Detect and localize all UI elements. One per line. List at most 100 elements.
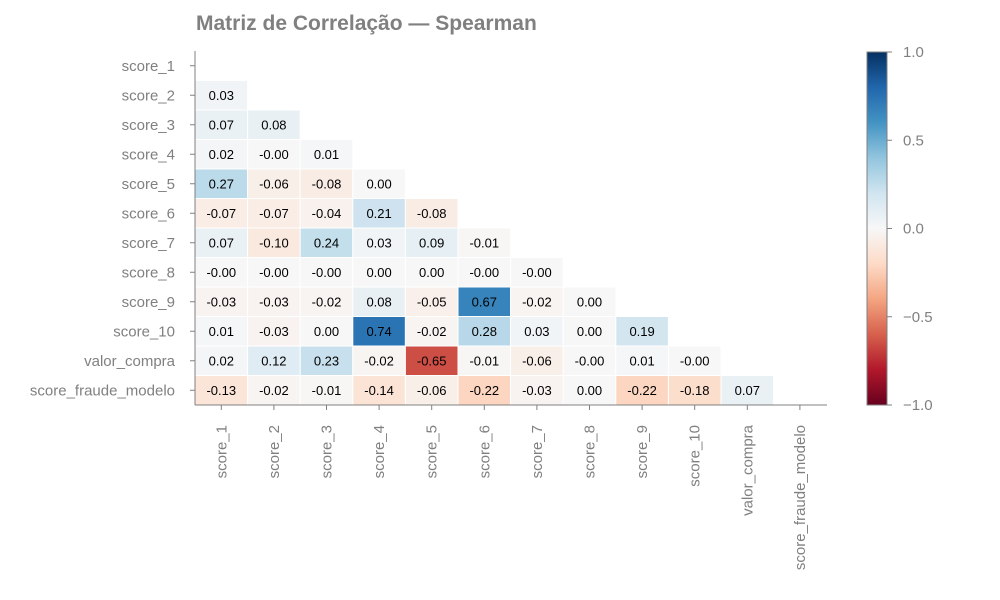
y-tick-label-score_2: score_2 — [122, 87, 175, 104]
y-tick-label-score_6: score_6 — [122, 205, 175, 222]
cell-label-score_fraude_modelo-score_5: -0.06 — [417, 383, 447, 398]
cell-label-score_10-score_3: 0.00 — [314, 324, 339, 339]
heatmap-cell-score_7-score_2 — [247, 227, 301, 258]
cell-label-score_4-score_1: 0.02 — [209, 147, 234, 162]
heatmap-cell-score_fraude_modelo-score_9 — [615, 375, 669, 406]
x-tick-label-score_4: score_4 — [371, 425, 388, 478]
heatmap-cell-score_10-score_9 — [615, 316, 669, 347]
x-axis-ticks: score_1 score_2 score_3 score_4 score_5 score… — [213, 405, 809, 570]
cell-label-score_9-score_3: -0.02 — [312, 294, 342, 309]
heatmap-cell-score_9-score_1 — [194, 286, 249, 317]
y-tick-label-score_fraude_modelo: score_fraude_modelo — [30, 382, 175, 399]
cell-label-valor_compra-score_4: -0.02 — [364, 353, 394, 368]
colorbar-tick-label: 0.0 — [903, 221, 924, 238]
heatmap-cell-score_8-score_2 — [247, 257, 301, 288]
heatmap-cell-score_10-score_4 — [352, 316, 406, 347]
cell-label-score_10-score_1: 0.01 — [209, 324, 234, 339]
cell-label-score_9-score_8: 0.00 — [577, 294, 602, 309]
y-tick-label-score_10: score_10 — [113, 323, 175, 340]
heatmap-cells: 0.03 0.07 0.08 0.02 -0.00 0.01 0.27 -0.06 -0.08 0… — [194, 80, 775, 406]
cell-label-score_4-score_3: 0.01 — [314, 147, 339, 162]
cell-label-score_5-score_3: -0.08 — [312, 176, 342, 191]
heatmap-cell-score_8-score_1 — [194, 257, 249, 288]
cell-label-score_fraude_modelo-score_3: -0.01 — [312, 383, 342, 398]
chart-title: Matriz de Correlação — Spearman — [196, 12, 537, 35]
x-tick-label-score_9: score_9 — [634, 425, 651, 478]
cell-label-score_8-score_3: -0.00 — [312, 265, 342, 280]
heatmap-cell-score_8-score_7 — [510, 257, 564, 288]
heatmap-cell-score_9-score_3 — [299, 286, 354, 317]
cell-label-score_10-score_6: 0.28 — [472, 324, 497, 339]
x-tick-label-score_2: score_2 — [266, 425, 283, 478]
y-axis-ticks: score_1 score_2 score_3 score_4 score_5score… — [30, 58, 195, 399]
x-tick-label-score_8: score_8 — [582, 425, 599, 478]
heatmap-cell-valor_compra-score_9 — [615, 345, 669, 376]
cell-label-valor_compra-score_2: 0.12 — [261, 353, 286, 368]
cell-label-score_fraude_modelo-score_10: -0.18 — [680, 383, 710, 398]
x-tick-label-score_1: score_1 — [213, 425, 230, 478]
x-tick-label-valor_compra: valor_compra — [739, 424, 756, 516]
heatmap-cell-score_10-score_6 — [457, 316, 512, 347]
cell-label-valor_compra-score_5: -0.65 — [417, 353, 447, 368]
x-tick-label-score_10: score_10 — [687, 425, 704, 487]
cell-label-score_10-score_9: 0.19 — [629, 324, 654, 339]
colorbar-tick-label: 1.0 — [903, 44, 924, 61]
cell-label-score_6-score_3: -0.04 — [312, 206, 342, 221]
cell-label-score_fraude_modelo-score_7: -0.03 — [522, 383, 552, 398]
cell-label-score_fraude_modelo-score_9: -0.22 — [627, 383, 657, 398]
cell-label-score_10-score_7: 0.03 — [524, 324, 549, 339]
cell-label-score_9-score_7: -0.02 — [522, 294, 552, 309]
cell-label-valor_compra-score_3: 0.23 — [314, 353, 339, 368]
heatmap-cell-valor_compra-score_10 — [667, 345, 722, 376]
heatmap-cell-score_4-score_3 — [299, 139, 354, 170]
cell-label-score_5-score_4: 0.00 — [366, 176, 391, 191]
y-tick-label-score_9: score_9 — [122, 294, 175, 311]
heatmap-cell-score_6-score_4 — [352, 198, 406, 229]
cell-label-score_8-score_4: 0.00 — [366, 265, 391, 280]
cell-label-valor_compra-score_6: -0.01 — [469, 353, 499, 368]
heatmap-cell-score_8-score_6 — [457, 257, 512, 288]
cell-label-score_6-score_4: 0.21 — [366, 206, 391, 221]
cell-label-score_8-score_2: -0.00 — [259, 265, 289, 280]
cell-label-score_10-score_8: 0.00 — [577, 324, 602, 339]
colorbar-tick-label: −1.0 — [903, 397, 933, 414]
heatmap-cell-score_7-score_4 — [352, 227, 406, 258]
cell-label-score_6-score_2: -0.07 — [259, 206, 289, 221]
cell-label-score_10-score_5: -0.02 — [417, 324, 447, 339]
y-tick-label-valor_compra: valor_compra — [84, 353, 176, 370]
cell-label-score_10-score_4: 0.74 — [366, 324, 391, 339]
colorbar — [866, 51, 888, 406]
cell-label-score_5-score_2: -0.06 — [259, 176, 289, 191]
y-tick-label-score_8: score_8 — [122, 264, 175, 281]
cell-label-score_3-score_2: 0.08 — [261, 117, 286, 132]
cell-label-valor_compra-score_8: -0.00 — [575, 353, 605, 368]
heatmap-cell-valor_compra-score_6 — [457, 345, 512, 376]
cell-label-score_7-score_6: -0.01 — [469, 235, 499, 250]
heatmap-cell-valor_compra-score_4 — [352, 345, 406, 376]
y-tick-label-score_1: score_1 — [122, 58, 175, 75]
cell-label-score_9-score_1: -0.03 — [206, 294, 236, 309]
heatmap-cell-score_fraude_modelo-score_4 — [352, 375, 406, 406]
cell-label-score_7-score_1: 0.07 — [209, 235, 234, 250]
heatmap-cell-score_7-score_6 — [457, 227, 512, 258]
x-tick-label-score_7: score_7 — [529, 425, 546, 478]
heatmap-cell-score_5-score_4 — [352, 168, 406, 199]
cell-label-score_7-score_5: 0.09 — [419, 235, 444, 250]
cell-label-score_8-score_1: -0.00 — [206, 265, 236, 280]
heatmap-cell-score_3-score_1 — [194, 109, 249, 140]
cell-label-score_5-score_1: 0.27 — [209, 176, 234, 191]
cell-label-valor_compra-score_9: 0.01 — [629, 353, 654, 368]
heatmap-cell-valor_compra-score_2 — [247, 345, 301, 376]
heatmap-cell-score_7-score_3 — [299, 227, 354, 258]
heatmap-cell-score_9-score_8 — [562, 286, 617, 317]
cell-label-valor_compra-score_7: -0.06 — [522, 353, 552, 368]
colorbar-ticks: 1.0 0.5 0.0 −0.5 −1.0 — [887, 44, 933, 414]
x-tick-label-score_3: score_3 — [319, 425, 336, 478]
cell-label-score_9-score_2: -0.03 — [259, 294, 289, 309]
cell-label-score_8-score_5: 0.00 — [419, 265, 444, 280]
heatmap-cell-score_fraude_modelo-valor_compra — [720, 375, 775, 406]
cell-label-score_fraude_modelo-score_6: -0.22 — [469, 383, 499, 398]
cell-label-score_3-score_1: 0.07 — [209, 117, 234, 132]
cell-label-score_10-score_2: -0.03 — [259, 324, 289, 339]
